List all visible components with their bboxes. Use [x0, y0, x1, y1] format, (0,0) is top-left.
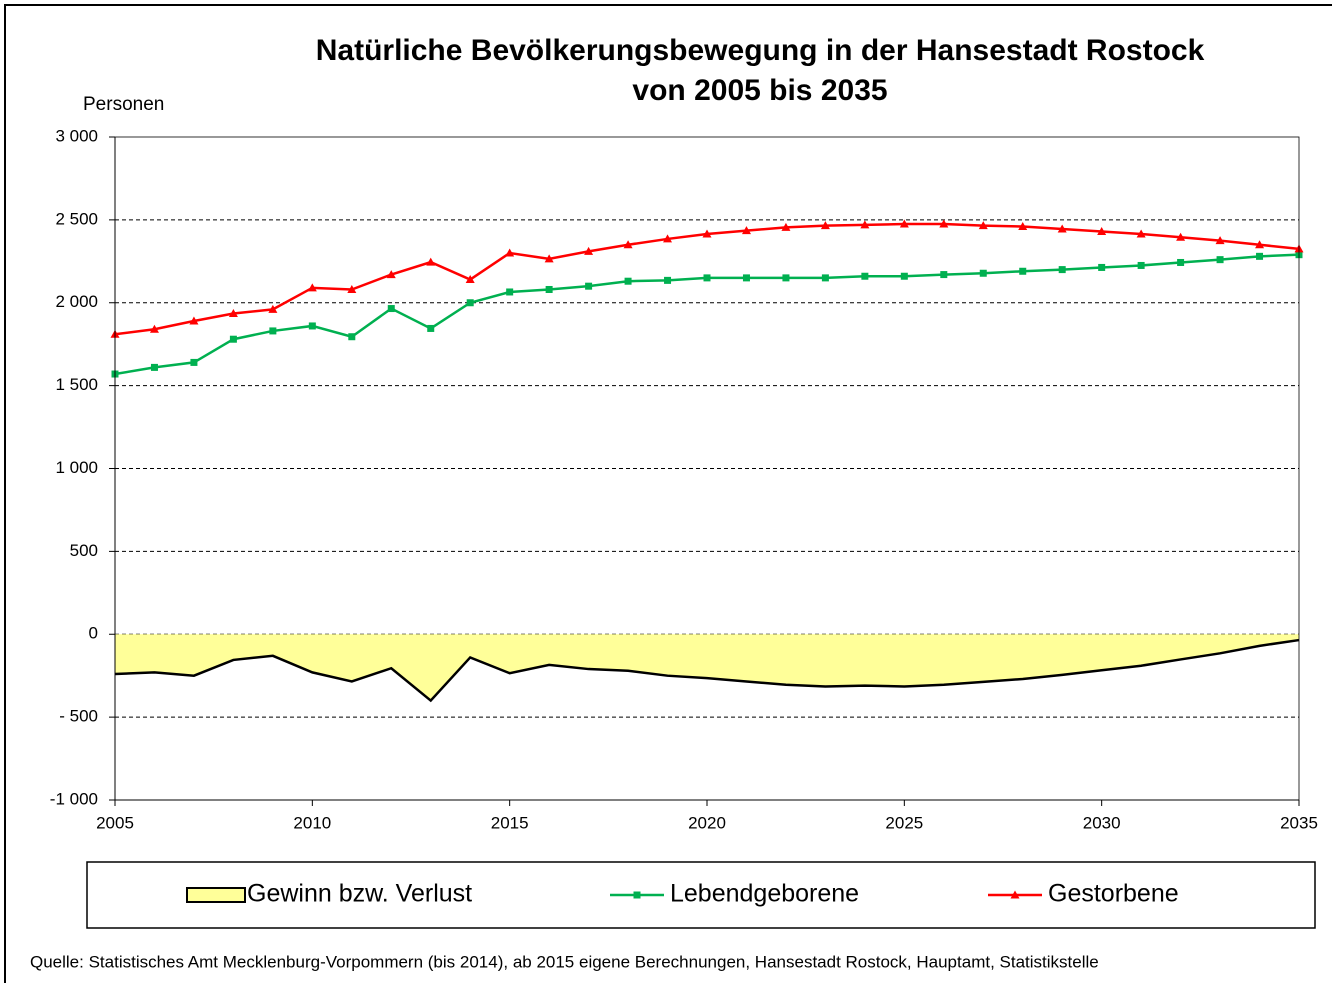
marker: [1177, 258, 1185, 266]
marker: [663, 234, 673, 243]
marker: [149, 324, 159, 333]
marker: [861, 272, 869, 280]
legend: [86, 861, 1316, 929]
legend-label: Gestorbene: [1048, 880, 1179, 908]
y-tick-label: -1 000: [50, 789, 98, 808]
marker: [466, 299, 474, 307]
marker: [1215, 236, 1225, 245]
marker: [1058, 266, 1066, 274]
plot-border: [114, 136, 1300, 801]
y-tick-label: 1 000: [55, 458, 98, 477]
chart-title: Natürliche Bevölkerungsbewegung in der H…: [316, 34, 1205, 67]
x-tick-label: 2010: [293, 813, 331, 832]
marker: [940, 271, 948, 279]
legend-label: Lebendgeborene: [670, 880, 859, 908]
marker: [1176, 232, 1186, 241]
marker: [702, 229, 712, 238]
marker: [1018, 222, 1028, 231]
marker: [939, 219, 949, 228]
marker: [544, 254, 554, 263]
marker: [584, 246, 594, 255]
marker: [268, 304, 278, 313]
marker: [1136, 229, 1146, 238]
marker: [506, 288, 514, 296]
marker: [348, 333, 356, 341]
marker: [821, 274, 829, 282]
legend-swatch: [186, 887, 246, 903]
marker: [347, 284, 357, 293]
marker: [269, 327, 277, 335]
marker: [1019, 267, 1027, 275]
marker: [1216, 256, 1224, 264]
marker: [1098, 263, 1106, 271]
legend-label: Gewinn bzw. Verlust: [247, 880, 472, 908]
x-tick-label: 2025: [885, 813, 923, 832]
marker: [427, 324, 435, 332]
x-tick-label: 2030: [1083, 813, 1121, 832]
marker: [1255, 240, 1265, 249]
y-tick-label: 2 500: [55, 209, 98, 228]
marker: [742, 274, 750, 282]
marker: [189, 316, 199, 325]
chart-title: von 2005 bis 2035: [632, 74, 887, 107]
marker: [465, 275, 475, 284]
marker: [664, 276, 672, 284]
marker: [782, 274, 790, 282]
marker: [781, 222, 791, 231]
marker: [1097, 226, 1107, 235]
marker: [426, 257, 436, 266]
marker: [741, 226, 751, 235]
marker: [190, 358, 198, 366]
x-tick-label: 2005: [96, 813, 134, 832]
marker: [308, 322, 316, 330]
source: Quelle: Statistisches Amt Mecklenburg-Vo…: [30, 952, 1099, 971]
marker: [624, 277, 632, 285]
x-tick-label: 2035: [1280, 813, 1318, 832]
marker: [386, 270, 396, 279]
marker: [978, 221, 988, 230]
marker: [150, 363, 158, 371]
area-outline: [114, 638, 1300, 703]
marker: [1137, 261, 1145, 269]
y-tick-label: - 500: [59, 707, 98, 726]
marker: [229, 335, 237, 343]
x-tick-label: 2020: [688, 813, 726, 832]
marker: [307, 283, 317, 292]
marker: [1256, 252, 1264, 260]
marker: [899, 219, 909, 228]
marker: [900, 272, 908, 280]
marker: [703, 274, 711, 282]
marker: [633, 891, 641, 899]
marker: [1057, 224, 1067, 233]
marker: [820, 221, 830, 230]
marker: [505, 248, 515, 257]
marker: [979, 269, 987, 277]
y-tick-label: 2 000: [55, 292, 98, 311]
marker: [860, 220, 870, 229]
marker: [1010, 890, 1020, 899]
marker: [228, 309, 238, 318]
marker: [387, 305, 395, 313]
y-tick-label: 3 000: [55, 126, 98, 145]
marker: [585, 282, 593, 290]
marker: [623, 240, 633, 249]
marker: [545, 285, 553, 293]
y-tick-label: 0: [89, 624, 98, 643]
frame: [4, 4, 1332, 983]
y-tick-label: 500: [70, 541, 98, 560]
x-tick-label: 2015: [491, 813, 529, 832]
y-tick-label: 1 500: [55, 375, 98, 394]
y-axis-label: Personen: [83, 94, 164, 115]
